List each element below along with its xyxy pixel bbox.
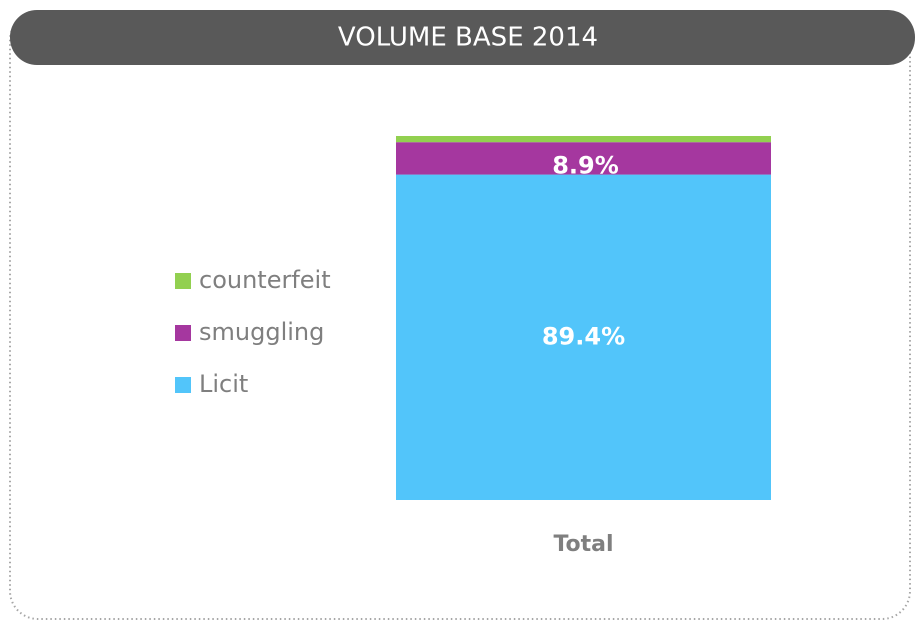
bar-segment: [396, 142, 771, 175]
title-banner: [10, 10, 915, 65]
legend-swatch: [175, 325, 191, 341]
chart-title: VOLUME BASE 2014: [338, 23, 598, 53]
bar-segment: [396, 174, 771, 501]
x-tick-label: Total: [553, 532, 613, 557]
value-label: 8.9%: [552, 151, 619, 179]
legend-label: smuggling: [199, 318, 324, 346]
legend-swatch: [175, 377, 191, 393]
value-label: 1.7%: [662, 112, 729, 140]
frame: [9, 11, 911, 620]
value-label: 89.4%: [542, 322, 625, 350]
legend-label: Licit: [199, 370, 248, 398]
legend-label: counterfeit: [199, 266, 331, 294]
bar-segment: [396, 136, 771, 143]
legend-swatch: [175, 273, 191, 289]
